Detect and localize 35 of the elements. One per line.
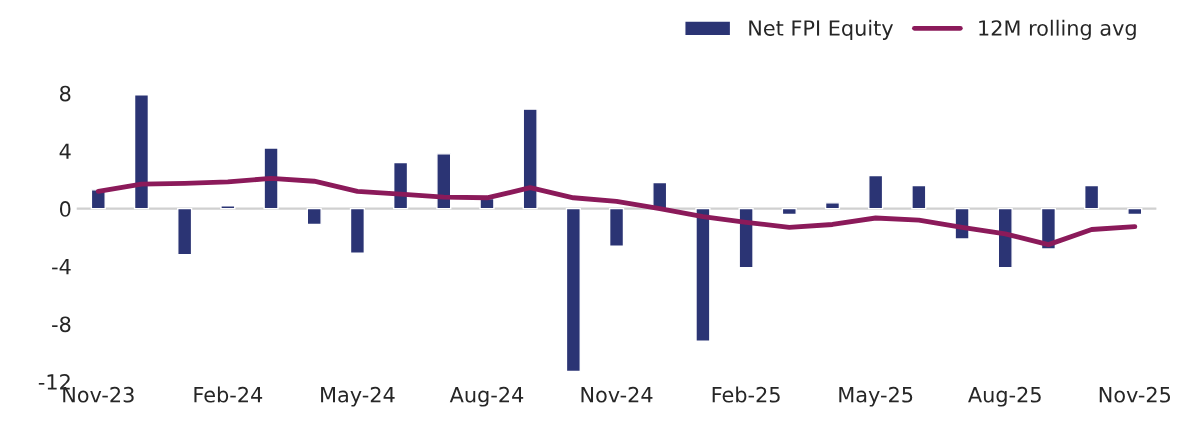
x-tick-label: Feb-24 bbox=[194, 386, 263, 403]
y-tick-label: -4 bbox=[52, 259, 71, 275]
bar bbox=[608, 207, 625, 247]
legend-label: Net FPI Equity bbox=[749, 19, 894, 40]
bar bbox=[695, 207, 711, 342]
line-series bbox=[95, 175, 1138, 248]
bar bbox=[868, 174, 884, 210]
y-tick-label: 4 bbox=[59, 143, 71, 159]
bar bbox=[263, 147, 279, 210]
legend-label: 12M rolling avg bbox=[979, 19, 1136, 40]
x-tick-label: Nov-25 bbox=[1099, 386, 1171, 403]
x-tick-label: Feb-25 bbox=[712, 386, 780, 403]
bar bbox=[177, 207, 193, 256]
bar bbox=[1084, 184, 1100, 210]
x-tick-label: Nov-24 bbox=[581, 386, 653, 403]
bar bbox=[436, 153, 452, 210]
bar bbox=[1127, 207, 1143, 216]
y-tick-label: 8 bbox=[60, 85, 71, 102]
bar bbox=[522, 108, 538, 210]
bar bbox=[824, 202, 841, 210]
bar bbox=[349, 207, 366, 254]
x-tick-label: May-25 bbox=[839, 386, 913, 407]
bar bbox=[738, 207, 754, 269]
bar bbox=[133, 94, 150, 210]
bar bbox=[911, 184, 927, 210]
x-tick-label: May-24 bbox=[321, 386, 395, 407]
bar bbox=[565, 207, 581, 373]
x-tick-label: Aug-25 bbox=[968, 386, 1041, 407]
y-tick-label: 0 bbox=[59, 201, 71, 217]
x-tick-label: Aug-24 bbox=[449, 386, 524, 407]
bar bbox=[997, 207, 1013, 269]
bar bbox=[781, 207, 797, 216]
bar bbox=[220, 205, 236, 210]
y-tick-label: -8 bbox=[52, 316, 71, 333]
bar bbox=[306, 207, 322, 226]
